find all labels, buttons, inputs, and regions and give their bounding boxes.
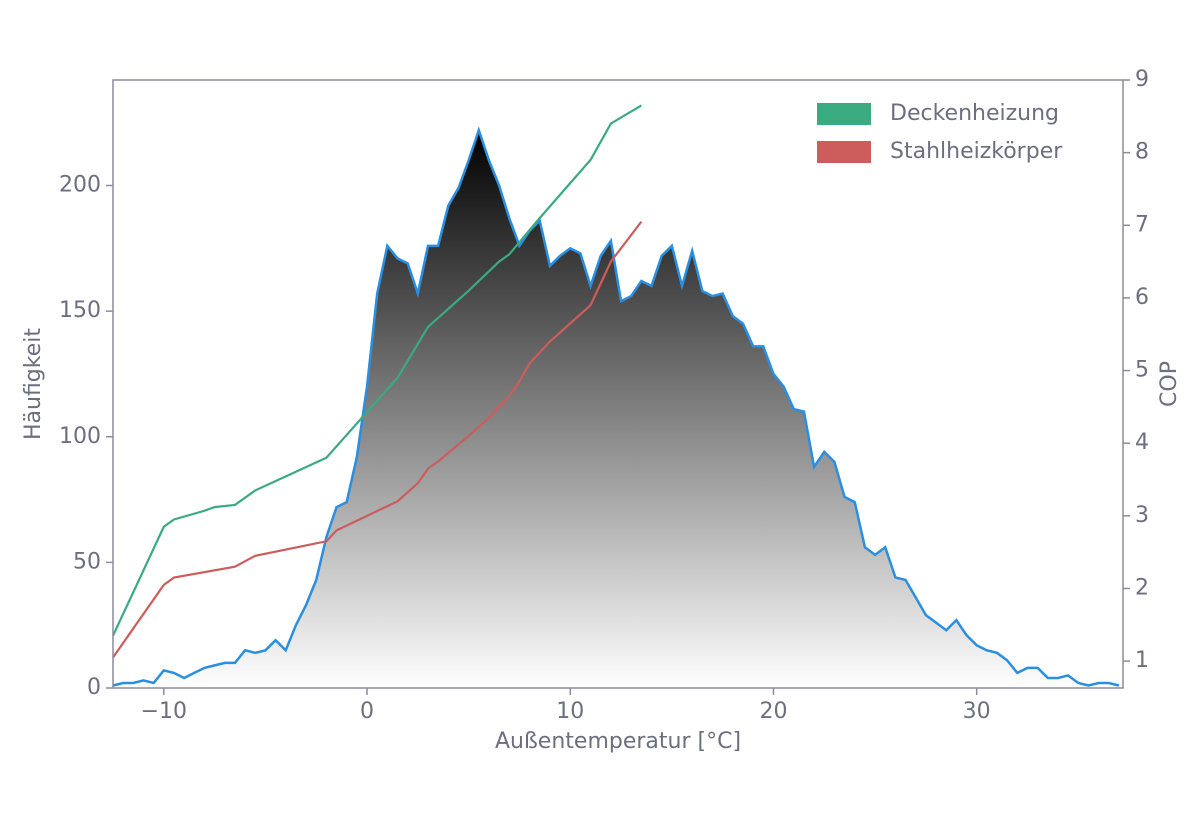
y-tick-label: 50	[73, 549, 101, 574]
x-tick-label: −10	[141, 699, 187, 724]
legend-label: Stahlheizkörper	[890, 139, 1063, 164]
y2-axis-label: COP	[1157, 361, 1182, 407]
x-tick-label: 10	[556, 699, 584, 724]
y-tick-label: 0	[87, 675, 101, 700]
y2-tick-label: 1	[1135, 648, 1149, 673]
y2-tick-label: 8	[1135, 140, 1149, 165]
y-tick-label: 150	[59, 298, 101, 323]
x-tick-label: 30	[963, 699, 991, 724]
x-tick-label: 0	[360, 699, 374, 724]
legend-swatch	[817, 103, 871, 125]
cop-line	[112, 104, 642, 637]
plot-frame	[112, 79, 1124, 689]
area-fill	[113, 130, 1119, 689]
y2-tick-label: 2	[1135, 575, 1149, 600]
y-tick-label: 100	[59, 424, 101, 449]
y2-tick-label: 4	[1135, 430, 1149, 455]
y-tick-label: 200	[59, 173, 101, 198]
x-tick-label: 20	[759, 699, 787, 724]
y2-tick-label: 5	[1135, 358, 1149, 383]
y2-tick-label: 9	[1135, 67, 1149, 92]
legend-label: Deckenheizung	[890, 101, 1059, 126]
y2-tick-label: 7	[1135, 212, 1149, 237]
area-line	[112, 126, 1120, 687]
cop-line	[112, 220, 643, 659]
legend-swatch	[817, 141, 871, 163]
y2-tick-label: 6	[1135, 285, 1149, 310]
x-axis-label: Außentemperatur [°C]	[495, 729, 741, 754]
y-axis-label: Häufigkeit	[21, 328, 46, 440]
y2-tick-label: 3	[1135, 503, 1149, 528]
